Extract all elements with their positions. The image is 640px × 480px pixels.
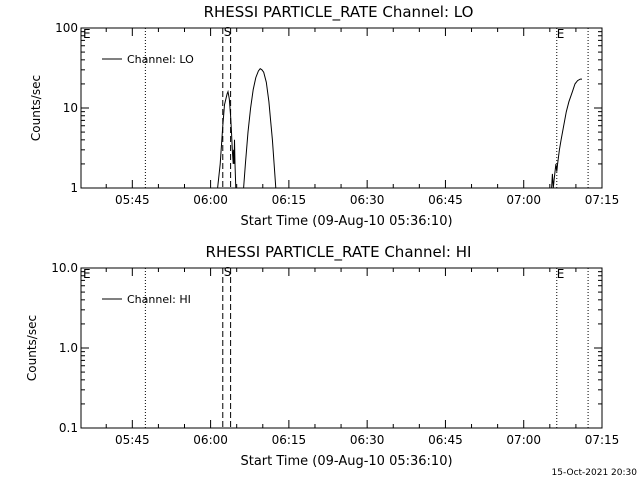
plot-frame [80, 27, 603, 189]
marker-s: S [224, 265, 232, 279]
chart-panel-1: RHESSI PARTICLE_RATE Channel: HI 05:45 06:… [25, 243, 619, 469]
x-tick-label: 06:30 [350, 193, 385, 207]
y-tick-label: 1 [70, 181, 78, 195]
y-tick-label: 100 [55, 21, 78, 35]
plot-frame [80, 267, 603, 429]
marker-e-start: E [83, 27, 91, 41]
x-tick-label: 06:45 [428, 433, 463, 447]
marker-s: S [224, 25, 232, 39]
series-line-segment-1 [243, 68, 277, 189]
x-axis-label: Start Time (09-Aug-10 05:36:10) [240, 214, 452, 229]
x-tick-label: 06:00 [193, 433, 228, 447]
footer-timestamp: 15-Oct-2021 20:30 [552, 468, 638, 478]
x-tick-label: 05:45 [115, 193, 150, 207]
series-line-segment-0 [217, 89, 237, 189]
chart-panel-0: RHESSI PARTICLE_RATE Channel: LO 05:45 06:… [29, 3, 619, 229]
chart-title: RHESSI PARTICLE_RATE Channel: LO [204, 3, 474, 22]
marker-e-end: E [557, 267, 565, 281]
y-axis-label: Counts/sec [29, 75, 43, 141]
y-tick-label: 10.0 [51, 261, 78, 275]
legend-label: Channel: LO [127, 53, 194, 66]
x-tick-label: 07:00 [506, 433, 541, 447]
y-tick-label: 1.0 [59, 341, 78, 355]
marker-e-end: E [557, 27, 565, 41]
x-tick-label: 06:30 [350, 433, 385, 447]
x-tick-label: 06:15 [272, 193, 307, 207]
x-tick-label: 07:15 [585, 193, 620, 207]
x-tick-label: 07:15 [585, 433, 620, 447]
marker-e-start: E [83, 267, 91, 281]
x-tick-label: 06:45 [428, 193, 463, 207]
x-tick-label: 07:00 [506, 193, 541, 207]
x-axis-label: Start Time (09-Aug-10 05:36:10) [240, 454, 452, 469]
y-tick-label: 10 [63, 101, 78, 115]
series-line-segment-2 [551, 78, 582, 189]
legend-label: Channel: HI [127, 293, 191, 306]
chart-title: RHESSI PARTICLE_RATE Channel: HI [206, 243, 472, 262]
y-axis-label: Counts/sec [25, 315, 39, 381]
x-tick-label: 05:45 [115, 433, 150, 447]
y-tick-label: 0.1 [59, 421, 78, 435]
x-tick-label: 06:15 [272, 433, 307, 447]
x-tick-label: 06:00 [193, 193, 228, 207]
